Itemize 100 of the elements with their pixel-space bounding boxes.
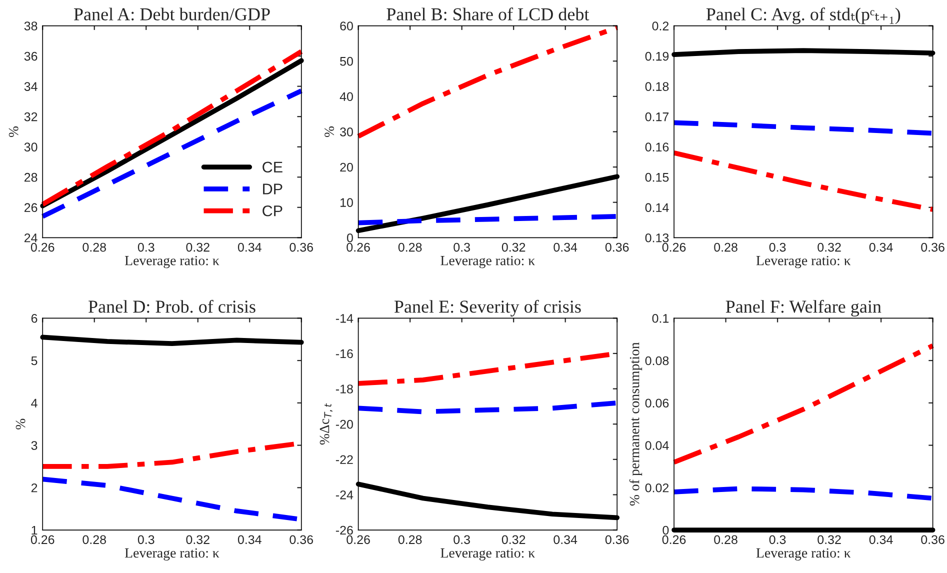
x-tick-label: 0.26 (30, 535, 54, 544)
x-tick-label: 0.36 (921, 242, 944, 252)
legend-label: CP (262, 205, 282, 216)
x-tick-label: 0.28 (398, 535, 422, 544)
x-tick-label: 0.28 (82, 535, 106, 544)
y-axis-title: % (8, 126, 18, 138)
legend-label: CE (262, 162, 282, 173)
y-tick-label: 6 (31, 314, 38, 323)
y-tick-label: 0.17 (645, 112, 669, 122)
y-tick-label: 0.02 (645, 483, 669, 492)
y-tick-label: 3 (31, 441, 38, 450)
x-axis-title: Leverage ratio: κ (756, 256, 851, 268)
y-tick-label: 40 (340, 92, 353, 102)
y-tick-label: 20 (340, 162, 353, 172)
x-tick-label: 0.26 (30, 242, 54, 252)
chart-title: Panel C: Avg. of stdₜ(pᶜₜ₊₁) (706, 8, 900, 24)
y-tick-label: -20 (336, 420, 353, 429)
y-tick-label: -22 (336, 455, 353, 464)
y-tick-label: 0.08 (645, 356, 669, 366)
x-tick-label: 0.34 (238, 242, 262, 252)
chart-title: Panel B: Share of LCD debt (386, 8, 590, 20)
x-tick-label: 0.36 (290, 535, 314, 544)
x-tick-label: 0.26 (346, 242, 370, 252)
x-axis-title: Leverage ratio: κ (124, 548, 220, 561)
chart-title: Panel D: Prob. of crisis (88, 300, 256, 313)
y-tick-label: 4 (31, 398, 38, 408)
y-axis-title: % of permanent consumption (629, 342, 642, 506)
x-tick-label: 0.3 (138, 242, 154, 252)
chart-title: Panel E: Severity of crisis (394, 300, 581, 316)
y-tick-label: 60 (340, 22, 353, 30)
x-tick-label: 0.3 (138, 535, 154, 544)
x-tick-label: 0.32 (502, 535, 526, 544)
y-tick-label: 0.15 (645, 172, 669, 182)
y-tick-label: 26 (24, 203, 38, 212)
y-tick-label: -14 (336, 314, 354, 323)
y-tick-label: 0.04 (645, 441, 669, 450)
x-tick-label: 0.26 (346, 535, 370, 544)
x-tick-label: 0.32 (818, 242, 841, 252)
y-tick-label: -26 (336, 526, 353, 535)
x-tick-label: 0.28 (714, 535, 738, 544)
y-tick-label: 0.06 (645, 398, 669, 408)
y-tick-label: -18 (336, 384, 353, 394)
legend-label: DP (263, 184, 282, 194)
x-tick-label: 0.3 (769, 242, 786, 252)
x-tick-label: 0.36 (921, 535, 944, 544)
x-tick-label: 0.32 (818, 535, 841, 544)
y-axis-title: % (324, 126, 334, 138)
x-tick-label: 0.36 (605, 535, 629, 544)
y-tick-label: 0 (346, 233, 353, 242)
y-tick-label: 0.18 (645, 82, 669, 91)
y-tick-label: 5 (31, 356, 38, 366)
x-axis-title: Leverage ratio: κ (124, 256, 220, 268)
x-axis-title: Leverage ratio: κ (440, 256, 535, 268)
x-tick-label: 0.3 (454, 242, 470, 252)
chart-title: Panel F: Welfare gain (726, 300, 882, 316)
x-tick-label: 0.34 (869, 535, 893, 544)
x-tick-label: 0.36 (290, 242, 314, 252)
x-tick-label: 0.28 (82, 242, 106, 252)
y-tick-label: 34 (24, 82, 38, 91)
x-tick-label: 0.32 (186, 242, 210, 252)
y-tick-label: 0.1 (652, 314, 669, 323)
y-tick-label: -24 (336, 490, 354, 500)
y-tick-label: 32 (24, 112, 38, 122)
chart-title: Panel A: Debt burden/GDP (74, 8, 270, 20)
x-tick-label: 0.3 (769, 535, 786, 544)
y-tick-label: 0.2 (652, 22, 669, 30)
x-tick-label: 0.34 (869, 242, 893, 252)
y-tick-label: 10 (340, 198, 353, 207)
y-tick-label: 0.14 (645, 203, 669, 212)
x-tick-label: 0.36 (605, 242, 629, 252)
y-tick-label: 30 (24, 142, 38, 152)
x-tick-label: 0.26 (662, 535, 686, 544)
y-axis-title: % (16, 418, 26, 430)
x-tick-label: 0.34 (554, 535, 578, 544)
x-tick-label: 0.28 (398, 242, 422, 252)
x-tick-label: 0.28 (714, 242, 738, 252)
y-tick-label: 28 (24, 172, 38, 182)
y-tick-label: 2 (31, 483, 38, 492)
line-series (40, 88, 304, 219)
x-axis-title: Leverage ratio: κ (756, 548, 851, 561)
x-tick-label: 0.32 (502, 242, 526, 252)
y-tick-label: 24 (24, 233, 38, 242)
y-tick-label: 1 (32, 526, 38, 535)
y-tick-label: 0.19 (645, 52, 669, 61)
line-series (672, 150, 936, 212)
y-tick-label: 38 (24, 22, 38, 30)
x-tick-label: 0.34 (238, 535, 262, 544)
x-tick-label: 0.34 (554, 242, 578, 252)
y-axis-title: %Δc$_{T,t}$ (320, 403, 332, 445)
x-tick-label: 0.26 (662, 242, 686, 252)
x-tick-label: 0.3 (454, 535, 470, 544)
y-tick-label: 0.13 (645, 233, 669, 242)
line-series (672, 343, 936, 465)
x-tick-label: 0.32 (186, 535, 210, 544)
y-tick-label: 36 (24, 52, 38, 61)
y-tick-label: 50 (340, 56, 353, 66)
y-tick-label: -16 (336, 349, 353, 358)
y-tick-label: 0.16 (645, 142, 669, 152)
x-axis-title: Leverage ratio: κ (440, 548, 535, 561)
y-tick-label: 0 (662, 526, 669, 535)
